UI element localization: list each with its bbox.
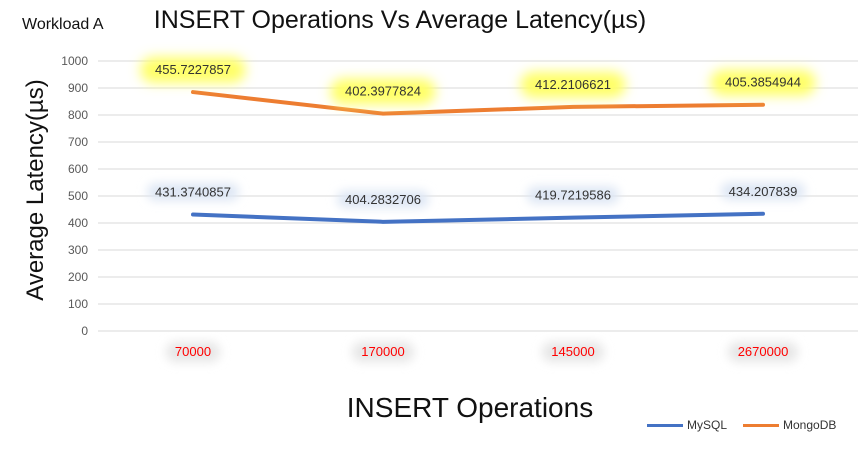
y-tick-label: 900 xyxy=(68,81,88,95)
x-tick-label: 2670000 xyxy=(738,344,789,359)
x-tick-label: 170000 xyxy=(361,344,404,359)
legend-item-mysql: MySQL xyxy=(647,418,727,432)
x-tick-label-shadow xyxy=(166,342,220,362)
y-tick-label: 800 xyxy=(68,108,88,122)
y-tick-label: 300 xyxy=(68,243,88,257)
series-line-mysql xyxy=(191,211,765,224)
legend-swatch-mongodb xyxy=(743,423,780,427)
data-label-mysql: 434.207839 xyxy=(729,184,798,199)
data-label-shadow xyxy=(147,183,239,201)
data-label-mongodb: 412.2106621 xyxy=(535,77,611,92)
y-tick-label: 0 xyxy=(81,324,88,338)
y-tick-label: 600 xyxy=(68,162,88,176)
data-label-highlight xyxy=(330,78,436,105)
corner-label: Workload A xyxy=(22,16,104,33)
y-tick-label: 100 xyxy=(68,297,88,311)
data-label-mysql: 419.7219586 xyxy=(535,188,611,203)
data-label-highlight xyxy=(520,71,626,98)
y-tick-label: 500 xyxy=(68,189,88,203)
data-label-shadow xyxy=(721,182,805,200)
legend-item-mongodb: MongoDB xyxy=(743,418,836,432)
x-tick-label-shadow xyxy=(352,342,414,362)
legend-label-mysql: MySQL xyxy=(687,418,728,432)
legend: MySQL MongoDB xyxy=(647,418,836,432)
data-label-mongodb: 405.3854944 xyxy=(725,75,801,90)
data-label-highlight xyxy=(140,57,246,84)
data-label-mongodb: 455.7227857 xyxy=(155,62,231,77)
y-tick-label: 700 xyxy=(68,135,88,149)
data-label-shadow xyxy=(337,190,429,208)
x-tick-label-shadow xyxy=(542,342,604,362)
x-axis-title: INSERT Operations xyxy=(346,392,594,423)
x-tick-label: 70000 xyxy=(175,344,211,359)
data-label-mongodb: 402.3977824 xyxy=(345,84,421,99)
data-label-mysql: 431.3740857 xyxy=(155,185,231,200)
legend-swatch-mysql xyxy=(647,423,683,427)
chart-title: INSERT Operations Vs Average Latency(µs) xyxy=(153,6,647,34)
x-tick-label: 145000 xyxy=(551,344,594,359)
series-line-mongodb xyxy=(191,90,765,116)
legend-label-mongodb: MongoDB xyxy=(783,418,837,432)
data-label-shadow xyxy=(527,186,619,204)
y-tick-label: 400 xyxy=(68,216,88,230)
x-tick-label-shadow xyxy=(728,342,798,362)
data-label-highlight xyxy=(710,69,816,96)
y-tick-label: 1000 xyxy=(61,54,88,68)
y-tick-label: 200 xyxy=(68,270,88,284)
data-label-mysql: 404.2832706 xyxy=(345,192,421,207)
